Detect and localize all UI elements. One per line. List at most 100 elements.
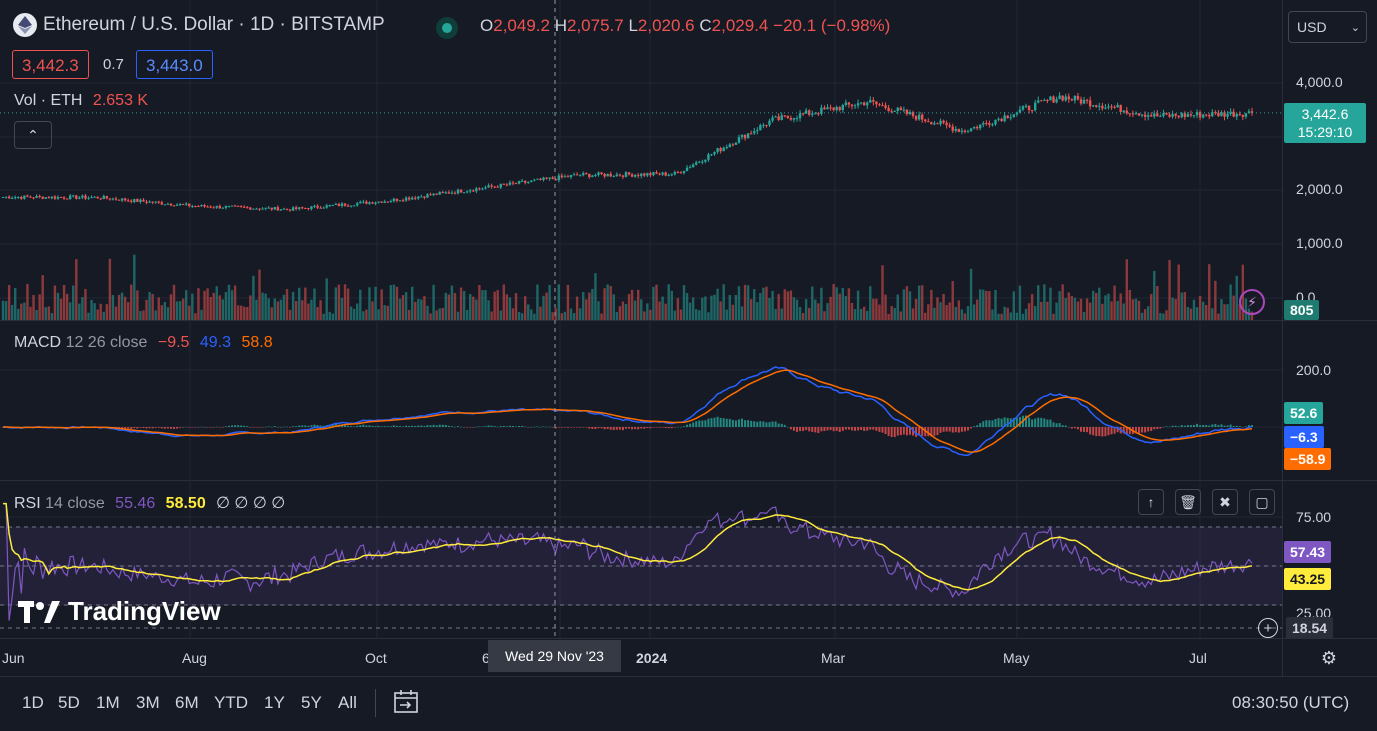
macd-histogram-bar — [570, 427, 573, 428]
range-1m-button[interactable]: 1M — [96, 693, 120, 712]
candle-body — [664, 172, 667, 176]
maximize-pane-button[interactable]: ▢ — [1249, 489, 1275, 515]
volume-bar — [1168, 259, 1171, 320]
candle-body — [1052, 96, 1055, 103]
pane-separator-macd[interactable] — [0, 320, 1377, 321]
macd-histogram-bar — [420, 425, 423, 427]
range-all-button[interactable]: All — [338, 693, 357, 712]
currency-select[interactable]: USD ⌄ — [1288, 11, 1367, 43]
macd-histogram-bar — [395, 425, 398, 427]
macd-histogram-bar — [1202, 424, 1205, 427]
volume-bar — [1079, 298, 1083, 320]
go-to-date-calendar-icon[interactable] — [392, 688, 420, 716]
candle-body — [917, 114, 921, 120]
range-6m-button[interactable]: 6M — [175, 693, 199, 712]
volume-legend[interactable]: Vol · ETH 2.653 K — [14, 92, 148, 110]
collapse-pane-button[interactable]: ✖ — [1212, 489, 1238, 515]
macd-histogram-bar — [679, 426, 682, 428]
macd-histogram-bar — [423, 425, 426, 427]
macd-histogram-bar — [933, 427, 936, 436]
candle-body — [380, 201, 383, 203]
volume-bar — [270, 307, 273, 320]
volume-bar — [1171, 297, 1174, 320]
range-5y-button[interactable]: 5Y — [301, 693, 322, 712]
volume-bar — [646, 303, 649, 320]
volume-bar — [685, 293, 689, 320]
range-ytd-button[interactable]: YTD — [214, 693, 248, 712]
macd-histogram-bar — [1104, 427, 1107, 437]
currency-value: USD — [1297, 19, 1327, 35]
candle-body — [218, 205, 222, 209]
range-1d-button[interactable]: 1D — [22, 693, 44, 712]
macd-histogram-bar — [686, 424, 689, 427]
macd-histogram-bar — [191, 427, 194, 428]
candle-body — [707, 154, 710, 160]
pane-separator-rsi[interactable] — [0, 480, 1377, 481]
candle-body — [188, 203, 191, 207]
lightning-alert-icon[interactable]: ⚡ — [1239, 289, 1265, 315]
macd-histogram-bar — [1113, 427, 1116, 434]
volume-bar — [374, 286, 377, 320]
move-pane-up-button[interactable]: ↑ — [1138, 489, 1164, 515]
volume-bar — [72, 285, 75, 320]
delete-pane-button[interactable]: 🗑 — [1175, 489, 1201, 515]
macd-histogram-bar — [728, 418, 731, 427]
macd-histogram-bar — [640, 427, 643, 429]
open-label: O — [480, 16, 494, 35]
candle-body — [814, 113, 817, 115]
macd-histogram-bar — [1211, 424, 1214, 427]
volume-bar — [59, 298, 63, 320]
volume-bar — [120, 292, 124, 320]
macd-histogram-bar — [478, 426, 481, 428]
settings-gear-icon[interactable]: ⚙ — [1320, 648, 1338, 668]
volume-bar — [536, 284, 539, 320]
volume-bar — [87, 312, 90, 320]
rsi-value: 55.46 — [115, 495, 156, 512]
macd-histogram-bar — [429, 425, 432, 427]
candle-body — [542, 177, 545, 181]
time-label-oct: Oct — [365, 650, 387, 666]
add-alert-plus-icon[interactable]: + — [1258, 618, 1278, 638]
range-5d-button[interactable]: 5D — [58, 693, 80, 712]
collapse-legend-button[interactable]: ⌃ — [14, 121, 52, 149]
watermark-text: TradingView — [68, 596, 221, 626]
utc-clock[interactable]: 08:30:50 (UTC) — [1232, 693, 1350, 712]
volume-bar — [499, 310, 502, 320]
symbol-title[interactable]: Ethereum / U.S. Dollar · 1D · BITSTAMP — [43, 14, 385, 35]
candle-body — [701, 161, 704, 163]
volume-bar — [1165, 310, 1168, 320]
volume-bar — [502, 284, 506, 320]
range-1y-button[interactable]: 1Y — [264, 693, 285, 712]
volume-bar — [820, 287, 823, 320]
candle-body — [178, 204, 182, 206]
macd-histogram-bar — [701, 420, 704, 427]
volume-bar — [905, 286, 909, 320]
volume-tag: 805 — [1284, 300, 1320, 320]
footer-border — [0, 676, 1377, 677]
macd-histogram-bar — [789, 427, 792, 430]
macd-legend[interactable]: MACD 12 26 close −9.5 49.3 58.8 — [14, 334, 273, 352]
macd-histogram-bar — [389, 426, 392, 427]
chart-canvas[interactable] — [0, 0, 1282, 638]
candle-body — [1153, 113, 1156, 117]
volume-bar — [206, 288, 209, 320]
volume-bar — [310, 299, 313, 320]
range-3m-button[interactable]: 3M — [136, 693, 160, 712]
chevron-up-icon: ⌃ — [27, 126, 39, 143]
volume-bar — [420, 299, 423, 320]
volume-bar — [133, 254, 136, 320]
candle-body — [1122, 110, 1125, 112]
candle-body — [862, 102, 866, 106]
candle-body — [371, 202, 374, 204]
volume-bar — [212, 292, 215, 320]
rsi-legend[interactable]: RSI 14 close 55.46 58.50 ∅ ∅ ∅ ∅ — [14, 493, 285, 513]
macd-histogram-bar — [463, 427, 466, 428]
candle-body — [7, 196, 11, 199]
candle-body — [588, 173, 591, 178]
bid-button[interactable]: 3,442.3 — [12, 50, 89, 79]
tradingview-watermark[interactable]: TradingView — [18, 596, 221, 627]
ask-button[interactable]: 3,443.0 — [136, 50, 213, 79]
macd-histogram-bar — [124, 427, 127, 429]
market-open-icon[interactable] — [436, 17, 458, 39]
macd-histogram-bar — [453, 426, 456, 428]
